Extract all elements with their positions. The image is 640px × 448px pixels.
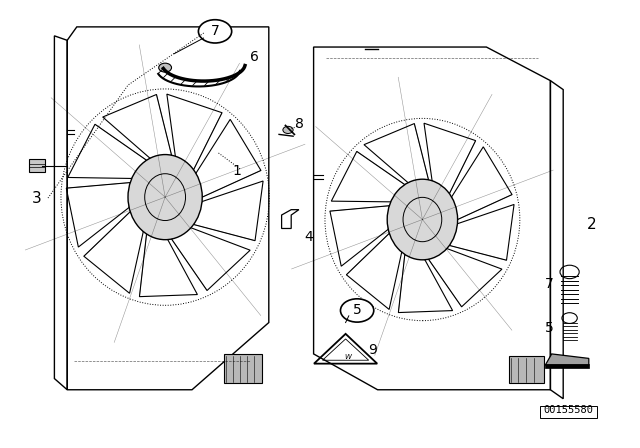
Circle shape (283, 126, 293, 134)
Text: 5: 5 (545, 321, 554, 335)
Text: 9: 9 (368, 343, 377, 358)
Polygon shape (545, 354, 589, 365)
Ellipse shape (387, 179, 458, 260)
Text: 3: 3 (32, 190, 42, 206)
Text: 8: 8 (295, 116, 304, 131)
Text: 5: 5 (353, 303, 362, 318)
Bar (224, 354, 262, 383)
Bar (540, 406, 597, 418)
Text: 00155580: 00155580 (543, 405, 593, 415)
Bar (545, 364, 589, 368)
Text: W: W (344, 354, 351, 360)
Text: 7: 7 (211, 24, 220, 39)
Text: 6: 6 (250, 50, 259, 64)
Text: 4: 4 (304, 229, 313, 244)
Circle shape (159, 63, 172, 72)
Text: 1: 1 (232, 164, 241, 178)
Text: 7: 7 (545, 277, 554, 292)
Circle shape (340, 299, 374, 322)
Bar (29, 159, 45, 172)
Text: 2: 2 (586, 217, 596, 233)
Circle shape (198, 20, 232, 43)
Bar (509, 356, 544, 383)
Ellipse shape (128, 155, 202, 240)
